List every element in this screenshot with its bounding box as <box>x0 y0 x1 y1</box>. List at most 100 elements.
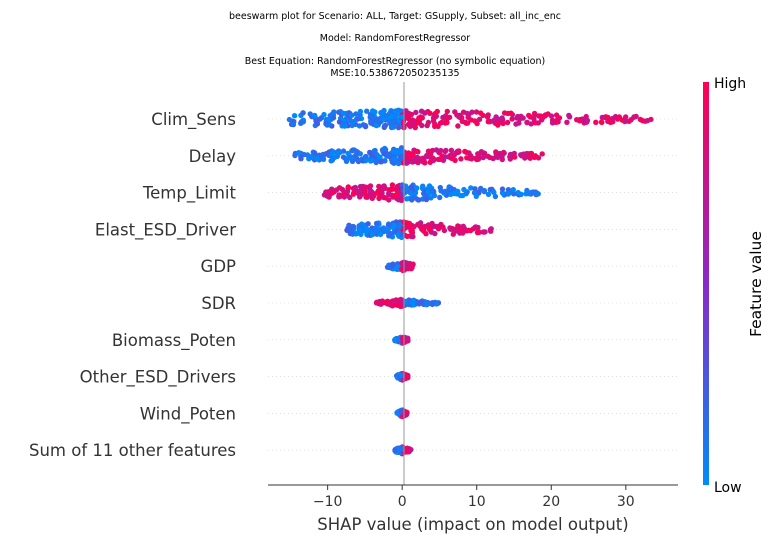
swarm-point <box>300 110 306 116</box>
swarm-point <box>352 184 358 191</box>
swarm-point <box>292 152 298 159</box>
swarm-point <box>440 157 447 163</box>
swarm-point <box>564 119 570 126</box>
swarm-point <box>320 151 326 158</box>
swarm-point <box>524 119 530 126</box>
swarm-point <box>345 150 351 157</box>
swarm-point <box>349 229 355 235</box>
swarm-point <box>400 187 406 194</box>
swarm-point <box>505 187 512 193</box>
swarm-point <box>314 121 321 127</box>
swarm-point <box>633 113 639 120</box>
swarm-point <box>398 154 404 160</box>
swarm-point <box>363 225 369 232</box>
swarm-point <box>511 191 517 197</box>
x-tick-label: 30 <box>617 494 635 510</box>
title-line-2: Model: RandomForestRegressor <box>320 33 471 44</box>
swarm-point <box>510 187 516 193</box>
swarm-point <box>391 299 398 305</box>
swarm-point <box>376 116 382 122</box>
swarm-point <box>474 120 480 127</box>
swarm-point <box>353 230 359 236</box>
swarm-point <box>428 195 434 201</box>
swarm-point <box>640 118 646 124</box>
swarm-point <box>423 153 429 160</box>
swarm-point <box>378 159 384 165</box>
swarm-point <box>526 112 532 119</box>
swarm-point <box>456 114 462 120</box>
swarm-point <box>473 109 480 115</box>
swarm-point <box>423 196 430 203</box>
swarm-point <box>438 147 444 154</box>
swarm-point <box>470 226 476 232</box>
swarm-point <box>437 194 443 201</box>
swarm-point <box>384 298 391 304</box>
swarm-point <box>476 116 483 123</box>
swarm-point <box>471 190 478 196</box>
swarm-point <box>444 108 450 115</box>
swarm-point <box>383 195 389 201</box>
swarm-point <box>448 147 455 153</box>
swarm-point <box>367 183 374 189</box>
swarm-point <box>433 147 440 153</box>
swarm-point <box>389 262 395 268</box>
swarm-point <box>518 191 524 197</box>
swarm-point <box>343 158 350 164</box>
feature-label: Temp_Limit <box>142 184 237 204</box>
swarm-point <box>518 113 524 120</box>
swarm-point <box>481 188 487 195</box>
swarm-point <box>491 189 497 195</box>
swarm-point <box>402 409 408 415</box>
swarm-point <box>648 116 654 123</box>
swarm-point <box>373 157 380 164</box>
swarm-point <box>369 157 375 164</box>
swarm-point <box>372 225 378 231</box>
title-line-3: Best Equation: RandomForestRegressor (no… <box>245 56 545 67</box>
swarm-point <box>623 114 629 120</box>
feature-label: Biomass_Poten <box>112 331 236 351</box>
swarm-point <box>415 159 421 166</box>
swarm-point <box>524 190 530 196</box>
swarm-point <box>349 158 356 164</box>
swarm-point <box>321 111 327 118</box>
swarm-point <box>382 112 388 119</box>
swarm-point <box>478 110 484 116</box>
swarm-point <box>416 197 422 203</box>
swarm-point <box>373 122 379 129</box>
swarm-point <box>528 189 535 196</box>
x-tick-label: 10 <box>468 494 486 510</box>
swarm-point <box>336 119 343 125</box>
swarm-point <box>490 155 496 162</box>
swarm-point <box>464 110 470 117</box>
swarm-point <box>391 222 397 228</box>
swarm-point <box>492 193 499 200</box>
swarm-point <box>593 119 599 126</box>
swarm-point <box>372 147 378 154</box>
swarm-point <box>384 264 391 270</box>
swarm-point <box>340 154 347 160</box>
swarm-point <box>463 120 470 126</box>
swarm-point <box>373 220 380 227</box>
swarm-point <box>456 148 462 154</box>
swarm-point <box>386 151 393 158</box>
colorbar: High Low Feature value <box>703 76 765 496</box>
swarm-point <box>513 121 519 127</box>
swarm-point <box>369 195 375 201</box>
swarm-point <box>419 122 425 129</box>
swarm-point <box>519 153 525 159</box>
swarm-point <box>474 229 481 236</box>
swarm-point <box>393 191 400 198</box>
swarm-point <box>399 298 405 305</box>
feature-label: Other_ESD_Drivers <box>80 368 236 388</box>
swarm-point <box>379 147 386 153</box>
swarm-point <box>390 119 396 125</box>
swarm-point <box>408 190 414 196</box>
x-tick-label: 20 <box>542 494 560 510</box>
swarm-point <box>548 113 555 119</box>
swarm-point <box>512 154 518 160</box>
swarm-point <box>485 119 491 125</box>
swarm-point <box>398 149 405 155</box>
swarm-point <box>350 191 357 197</box>
swarm-point <box>480 229 487 235</box>
swarm-point <box>407 117 413 123</box>
